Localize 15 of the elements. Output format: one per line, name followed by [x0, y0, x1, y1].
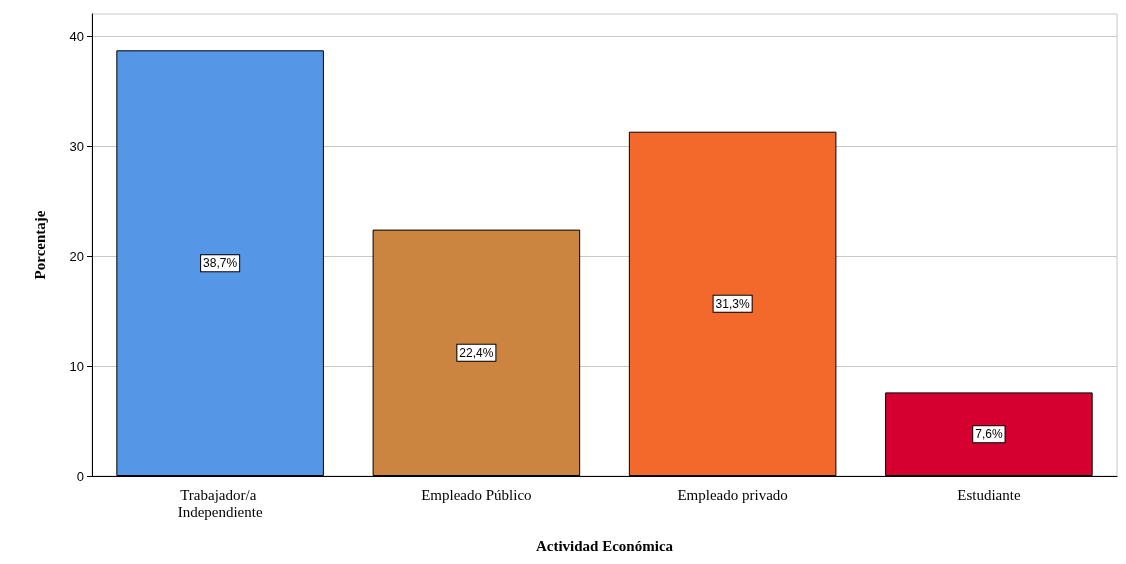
y-tick-label: 30	[69, 138, 84, 154]
data-label: 22,4%	[459, 345, 494, 360]
x-axis-title: Actividad Económica	[535, 537, 674, 554]
x-tick-label: Empleado Público	[421, 486, 532, 503]
y-tick-label: 10	[69, 358, 84, 374]
y-axis-title: Porcentaje	[31, 210, 48, 280]
y-tick-label: 40	[69, 28, 84, 44]
data-label: 38,7%	[203, 256, 238, 271]
y-tick-label: 0	[76, 468, 84, 484]
y-tick-label: 20	[69, 248, 84, 264]
data-label: 7,6%	[975, 427, 1003, 442]
data-label: 31,3%	[715, 296, 750, 311]
x-tick-label: Trabajador/a Independiente	[177, 486, 263, 520]
x-tick-label: Estudiante	[957, 486, 1021, 503]
x-tick-label: Empleado privado	[677, 486, 788, 503]
